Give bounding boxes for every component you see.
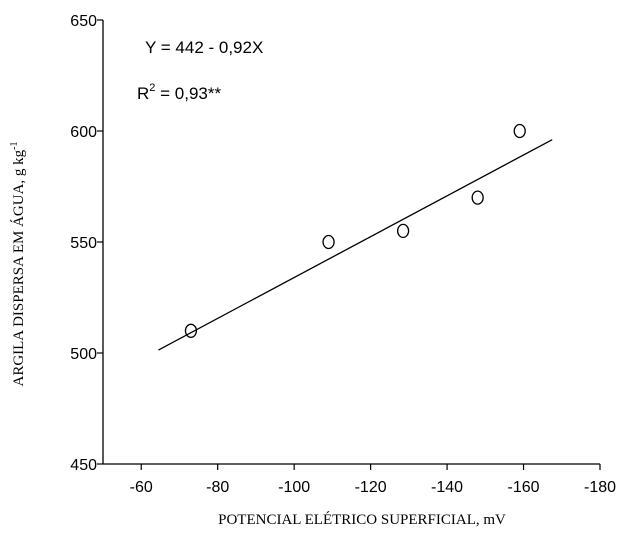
- r-squared-symbol: R: [137, 84, 149, 103]
- y-tick-label: 650: [70, 13, 97, 30]
- data-points: [184, 123, 526, 338]
- x-tick-label: -80: [206, 479, 229, 496]
- y-axis-title-superscript: -1: [9, 141, 20, 149]
- regression-line: [158, 139, 553, 351]
- x-tick-label: -120: [355, 479, 387, 496]
- data-point: [184, 323, 198, 338]
- x-tick-label: -160: [508, 479, 540, 496]
- regression-layer: [158, 139, 553, 351]
- data-point: [471, 190, 484, 205]
- y-tick-label: 550: [70, 235, 97, 252]
- x-tick-label: -60: [130, 479, 153, 496]
- regression-equation: Y = 442 - 0,92X: [145, 38, 263, 57]
- data-point: [322, 234, 335, 250]
- r-squared-superscript: 2: [149, 82, 155, 94]
- y-axis-title: ARGILA DISPERSA EM ÁGUA, g kg-1: [9, 141, 27, 386]
- data-point: [513, 123, 526, 139]
- y-tick-label: 600: [70, 124, 97, 141]
- x-tick-label: -140: [431, 479, 463, 496]
- y-axis-title-text: ARGILA DISPERSA EM ÁGUA, g kg: [10, 149, 27, 386]
- ticks: -60 -80 -100 -120 -140 -160 -180 450 500 550 600 65…: [70, 13, 616, 496]
- data-point: [396, 223, 410, 239]
- x-axis-title: POTENCIAL ELÉTRICO SUPERFICIAL, mV: [218, 511, 506, 528]
- y-tick-label: 450: [70, 457, 97, 474]
- r-squared-value: = 0,93**: [155, 84, 221, 103]
- x-tick-label: -180: [584, 479, 616, 496]
- r-squared-label: R2 = 0,93**: [137, 82, 221, 103]
- y-tick-label: 500: [70, 346, 97, 363]
- x-tick-label: -100: [278, 479, 310, 496]
